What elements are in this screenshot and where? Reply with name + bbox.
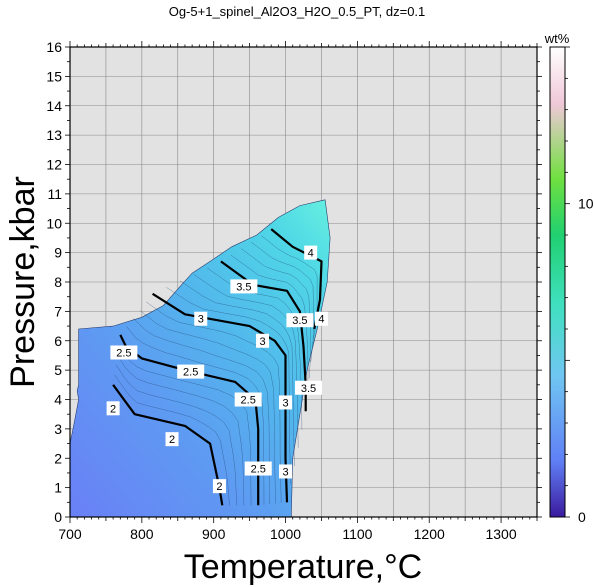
contour-label: 2.5 (251, 464, 266, 476)
y-tick-label: 9 (54, 245, 62, 261)
minor-contour-line (118, 344, 252, 506)
colorbar-tick-label: 10 (578, 196, 594, 212)
contour-label-box (244, 461, 272, 476)
field-outline (70, 199, 331, 517)
minor-contour-line (179, 280, 295, 466)
y-tick-label: 10 (46, 215, 62, 231)
y-axis-label: Pressure,kbar (4, 176, 42, 388)
contour-label: 2.5 (241, 395, 256, 407)
x-tick-label: 1100 (342, 526, 372, 542)
contour-line-4 (270, 228, 323, 330)
minor-contour-line (250, 241, 315, 362)
contour-label-box (279, 395, 293, 410)
contour-label: 3 (198, 314, 204, 326)
colorbar: wt% 0 10 (544, 31, 594, 525)
colorbar-tick-label: 0 (578, 509, 586, 525)
contour-label: 2.5 (183, 367, 198, 379)
contour-label-box (256, 333, 270, 348)
x-tick-label: 1300 (485, 526, 516, 542)
x-tick-label: 900 (202, 526, 226, 542)
contour-label-box (230, 279, 258, 294)
contour-label-box (314, 311, 328, 326)
contour-label: 2 (110, 403, 116, 415)
contour-label-box (295, 380, 323, 395)
minor-contour-line (230, 254, 309, 395)
y-tick-label: 2 (54, 450, 62, 466)
contour-label: 3.5 (292, 315, 307, 327)
contour-label-box (165, 432, 179, 447)
contour-label: 4 (318, 314, 324, 326)
y-tick-label: 5 (54, 362, 62, 378)
minor-contour-line (166, 287, 291, 485)
minor-contour-line (115, 364, 237, 506)
contour-label-box (177, 364, 205, 379)
x-tick-label: 1200 (414, 526, 445, 542)
contour-label-box (304, 245, 318, 260)
y-tick-label: 12 (46, 157, 62, 173)
contour-label-box (110, 345, 138, 360)
contour-label: 3.5 (301, 383, 316, 395)
contour-label: 3.5 (236, 281, 251, 293)
minor-contour-line (133, 318, 270, 505)
contour-label-box (286, 313, 314, 328)
y-tick-label: 14 (46, 98, 62, 114)
minor-contour-line (240, 248, 311, 379)
contour-label-box (194, 311, 208, 326)
major-contours: 2 2 2 2.5 2.5 2.5 2.5 3 3 3 3 3.5 3.5 3.5 4 4 (106, 228, 328, 506)
field-region (70, 199, 331, 517)
x-tick-label: 1000 (270, 526, 301, 542)
contour-label-box (106, 401, 120, 416)
contour-label: 3 (259, 336, 265, 348)
contour-label-box (212, 479, 226, 494)
colorbar-label: wt% (544, 31, 570, 46)
minor-contour-line (146, 301, 282, 503)
y-tick-label: 15 (46, 68, 62, 84)
contour-label: 3 (282, 466, 288, 478)
x-tick-label: 800 (130, 526, 154, 542)
contour-label: 2 (216, 481, 222, 493)
minor-contour-line (139, 310, 276, 504)
y-tick-label: 3 (54, 421, 62, 437)
y-tick-label: 11 (47, 186, 62, 202)
y-tick-label: 6 (54, 333, 62, 349)
x-axis: 700 800 900 1000 1100 1200 1300 (58, 41, 538, 542)
y-tick-label: 7 (54, 303, 62, 319)
chart-title: Og-5+1_spinel_Al2O3_H2O_0.5_PT, dz=0.1 (169, 4, 426, 19)
x-tick-label: 700 (58, 526, 82, 542)
y-tick-label: 1 (54, 480, 62, 496)
y-tick-label: 0 (54, 509, 62, 525)
minor-contour-line (117, 354, 245, 506)
contour-label: 4 (308, 248, 314, 260)
y-tick-label: 4 (54, 392, 62, 408)
contour-label: 3 (282, 397, 288, 409)
y-tick-label: 13 (46, 127, 62, 143)
x-axis-label: Temperature,°C (184, 548, 422, 586)
contour-label: 2 (169, 434, 175, 446)
contour-label-box (279, 464, 293, 479)
y-tick-label: 16 (46, 39, 62, 55)
contour-label-box (234, 392, 262, 407)
minor-contour-line (126, 326, 265, 505)
y-tick-label: 8 (54, 274, 62, 290)
contour-label: 2.5 (116, 348, 131, 360)
colorbar-ramp (549, 46, 566, 518)
minor-contour-line (114, 374, 230, 506)
